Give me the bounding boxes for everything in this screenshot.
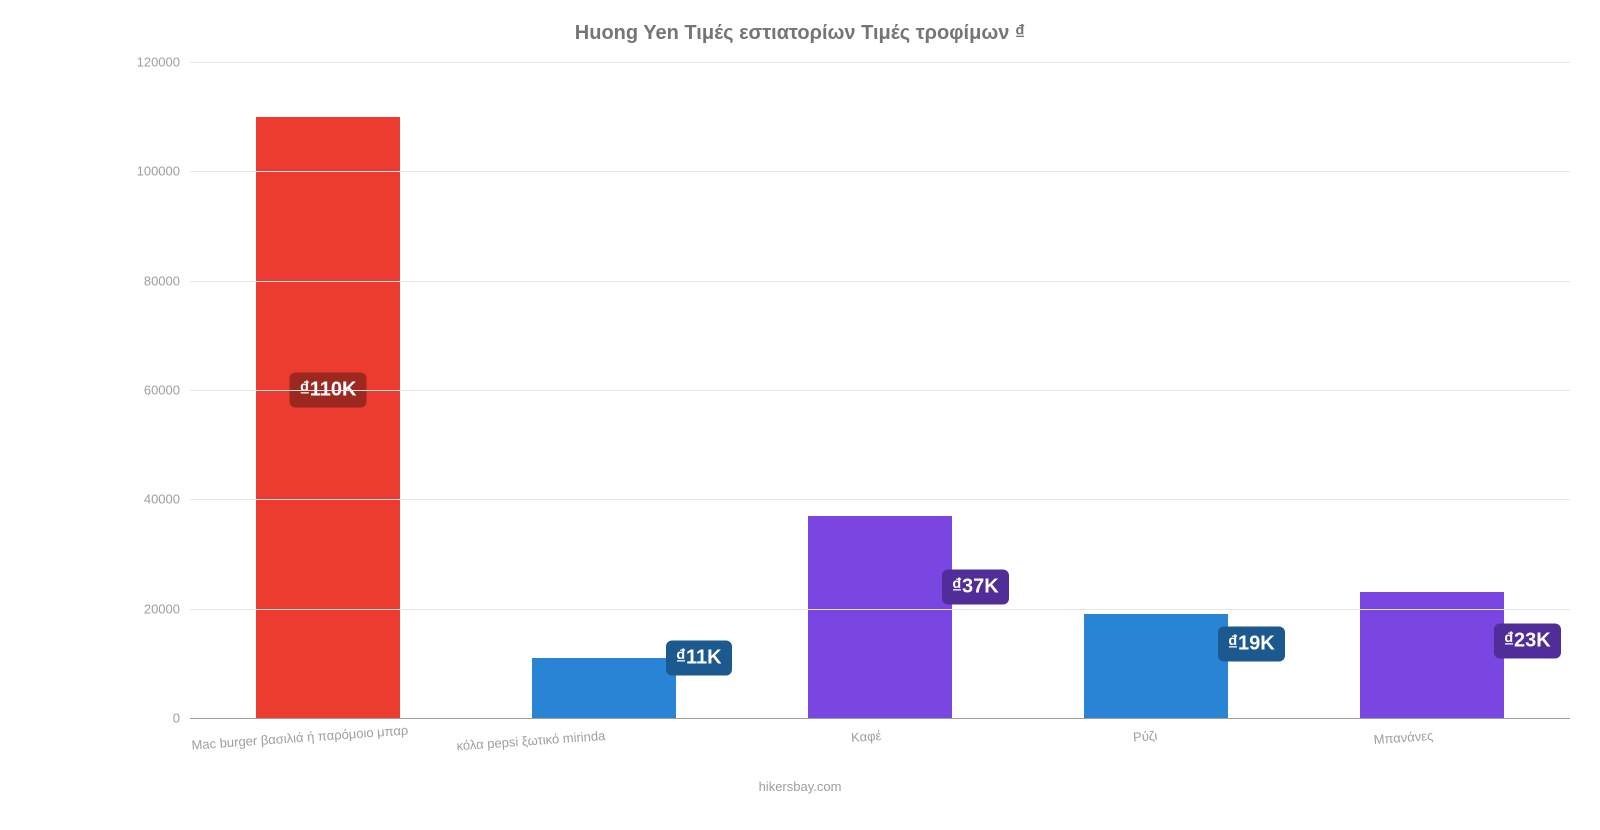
y-tick-label: 80000 — [144, 273, 190, 288]
value-badge: ₫19K — [1218, 627, 1285, 662]
value-badge: ₫11K — [666, 640, 732, 675]
y-tick-label: 60000 — [144, 383, 190, 398]
value-badge: ₫37K — [942, 569, 1009, 604]
bar — [1360, 592, 1504, 718]
grid-line — [190, 499, 1570, 500]
grid-line — [190, 171, 1570, 172]
bar — [808, 516, 952, 718]
plot-area: ₫110K₫11K₫37K₫19K₫23K 020000400006000080… — [190, 62, 1570, 718]
bar — [256, 117, 400, 718]
chart-container: Huong Yen Τιμές εστιατορίων Τιμές τροφίμ… — [0, 0, 1600, 800]
y-tick-label: 120000 — [137, 55, 190, 70]
chart-title: Huong Yen Τιμές εστιατορίων Τιμές τροφίμ… — [0, 22, 1600, 45]
grid-line — [190, 609, 1570, 610]
bar — [532, 658, 676, 718]
attribution-text: hikersbay.com — [0, 779, 1600, 794]
y-tick-label: 0 — [173, 711, 190, 726]
value-badge: ₫23K — [1494, 624, 1561, 659]
grid-line — [190, 281, 1570, 282]
y-tick-label: 40000 — [144, 492, 190, 507]
grid-line — [190, 62, 1570, 63]
grid-line — [190, 390, 1570, 391]
y-tick-label: 100000 — [137, 164, 190, 179]
y-tick-label: 20000 — [144, 601, 190, 616]
bar — [1084, 614, 1228, 718]
